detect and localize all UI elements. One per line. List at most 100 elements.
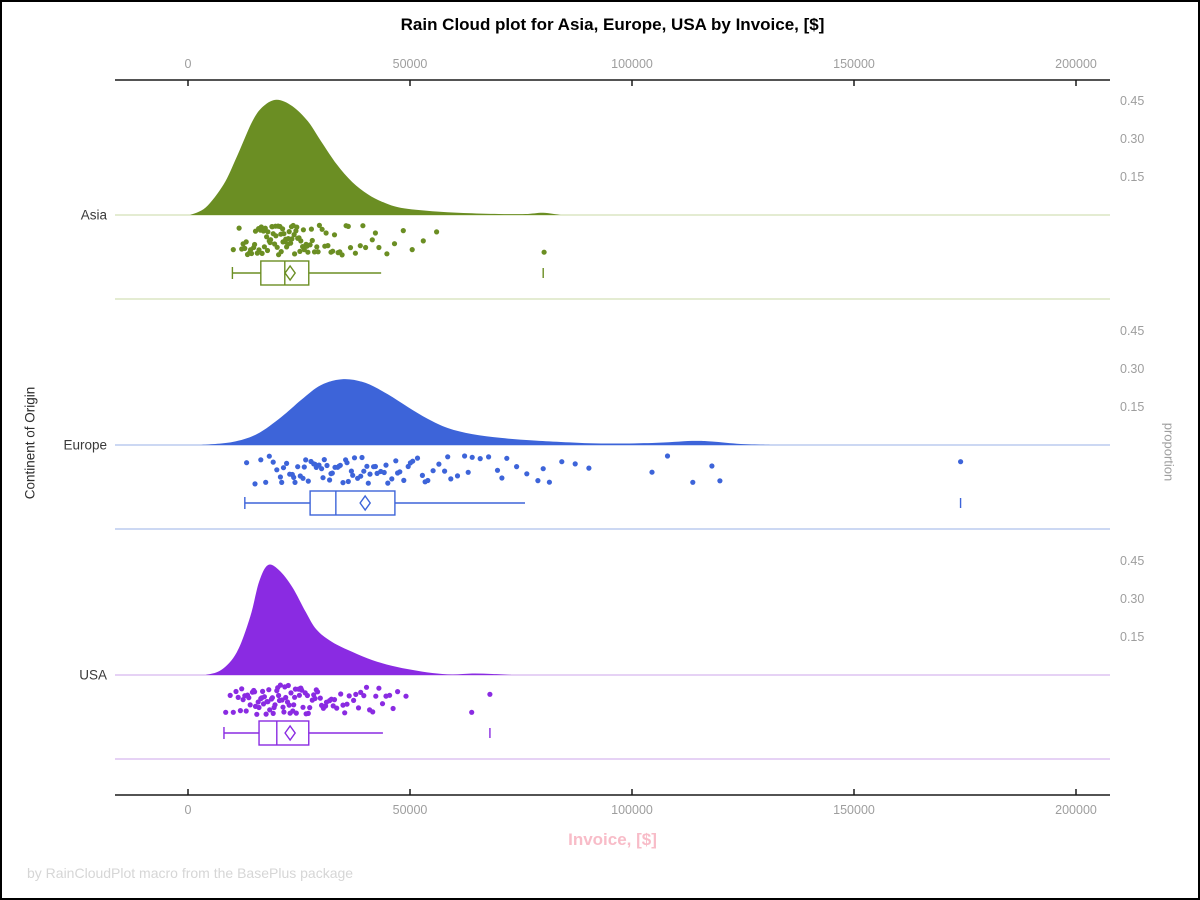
rain-point-usa (395, 689, 401, 695)
rain-point-europe (393, 458, 399, 464)
rain-point-asia (316, 222, 322, 228)
rain-point-usa (370, 709, 376, 715)
rain-point-usa (390, 705, 396, 712)
rain-point-usa (342, 710, 348, 716)
rain-point-usa (353, 691, 359, 698)
rain-point-europe (572, 461, 578, 467)
rain-point-usa (246, 695, 252, 701)
rain-point-europe (383, 462, 389, 468)
rain-point-europe (329, 470, 335, 476)
rain-point-asia (261, 244, 267, 250)
rain-point-europe (477, 456, 483, 462)
rain-point-europe (709, 463, 715, 469)
rain-point-europe (361, 468, 367, 474)
rain-point-asia (262, 225, 268, 231)
rain-point-europe (367, 471, 373, 477)
rain-point-asia (541, 249, 547, 255)
rain-point-europe (442, 468, 448, 474)
box-iqr (258, 720, 310, 746)
rain-point-usa (373, 693, 379, 699)
rain-point-usa (263, 711, 269, 717)
rain-point-europe (277, 474, 283, 480)
rain-point-asia (289, 236, 295, 242)
rain-point-asia (347, 245, 354, 251)
rain-point-asia (323, 230, 329, 236)
rain-point-asia (330, 248, 336, 254)
y2-tick-label: 0.45 (1120, 554, 1145, 568)
x2-tick-label: 100000 (611, 57, 653, 71)
rain-point-usa (300, 704, 306, 710)
rain-point-usa (265, 699, 271, 705)
rain-point-europe (462, 453, 468, 459)
y2-axis-title: proportion (1161, 422, 1177, 482)
x2-tick-label: 150000 (833, 57, 875, 71)
rain-point-europe (469, 454, 475, 460)
rain-point-europe (303, 457, 309, 463)
rain-point-europe (364, 463, 370, 469)
rain-point-asia (420, 238, 426, 244)
rain-point-europe (535, 478, 541, 484)
y2-tick-label: 0.15 (1120, 400, 1145, 414)
rain-point-europe (401, 477, 407, 483)
rain-point-europe (958, 459, 964, 465)
rain-point-europe (348, 468, 354, 474)
rain-point-europe (300, 475, 306, 481)
rain-point-asia (314, 244, 320, 250)
rain-point-usa (285, 682, 291, 689)
rain-point-europe (397, 469, 403, 475)
x-tick-label: 100000 (611, 803, 653, 817)
rain-point-europe (252, 481, 258, 487)
rain-point-asia (248, 250, 255, 257)
rain-point-usa (376, 685, 382, 691)
rain-point-usa (267, 707, 273, 713)
rain-point-usa (237, 708, 243, 714)
rain-point-asia (230, 247, 236, 253)
mean-diamond (284, 264, 297, 282)
y2-tick-label: 0.15 (1120, 630, 1145, 644)
rain-point-usa (276, 692, 282, 699)
rain-point-europe (266, 453, 272, 459)
rain-point-asia (298, 238, 304, 244)
rain-point-asia (434, 229, 440, 235)
rain-point-europe (524, 471, 530, 477)
rain-point-usa (266, 687, 272, 693)
rain-point-europe (263, 479, 269, 485)
rain-point-europe (301, 464, 307, 470)
rain-point-asia (265, 229, 271, 235)
rain-point-usa (344, 701, 350, 707)
rain-point-usa (361, 693, 367, 699)
rain-point-usa (281, 709, 287, 715)
rain-point-asia (258, 224, 264, 230)
rain-point-europe (292, 479, 298, 485)
rain-point-asia (369, 237, 375, 243)
x2-tick-label: 0 (184, 57, 192, 71)
rain-point-asia (339, 252, 345, 258)
y2-tick-label: 0.30 (1120, 592, 1145, 606)
y2-tick-label: 0.45 (1120, 324, 1145, 338)
x2-tick-label: 200000 (1055, 57, 1097, 71)
rain-point-europe (454, 473, 461, 479)
rain-point-europe (274, 467, 280, 473)
rain-point-europe (540, 466, 546, 472)
rain-point-europe (410, 458, 416, 464)
rain-point-europe (340, 480, 346, 486)
rain-point-asia (288, 240, 294, 246)
rain-point-usa (233, 688, 239, 695)
rain-point-europe (465, 469, 471, 475)
density-curve-asia (190, 99, 561, 215)
rain-point-asia (280, 226, 286, 232)
rain-point-europe (385, 480, 391, 486)
rain-point-europe (486, 454, 492, 460)
rain-point-europe (295, 464, 301, 470)
rain-point-usa (292, 694, 298, 700)
y2-tick-label: 0.15 (1120, 170, 1145, 184)
rain-point-asia (325, 243, 331, 249)
rain-point-europe (504, 455, 510, 461)
rain-point-asia (252, 241, 258, 248)
rain-point-usa (334, 705, 340, 711)
rain-point-europe (664, 453, 671, 459)
rain-point-usa (304, 692, 310, 699)
rain-point-usa (239, 686, 245, 692)
